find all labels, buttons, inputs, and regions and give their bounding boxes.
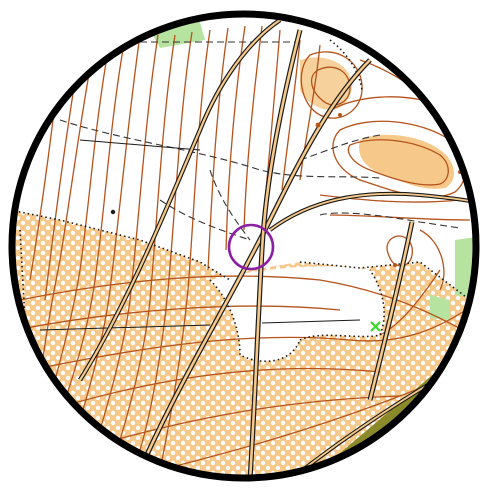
dashed-paths xyxy=(59,41,461,241)
boundary-lines xyxy=(39,139,361,331)
control-circle-icon[interactable] xyxy=(227,223,275,271)
knoll-dot xyxy=(315,122,321,128)
map-frame-ring xyxy=(8,10,480,482)
green-vegetation xyxy=(430,295,450,320)
knoll-dot xyxy=(338,113,342,117)
open-land-patch xyxy=(359,134,455,189)
boulder-dot xyxy=(110,209,116,215)
clearing-area xyxy=(210,266,385,362)
vegetation-boundaries xyxy=(14,39,471,362)
knoll-dot xyxy=(393,263,397,267)
special-object-x-icon xyxy=(370,321,381,332)
